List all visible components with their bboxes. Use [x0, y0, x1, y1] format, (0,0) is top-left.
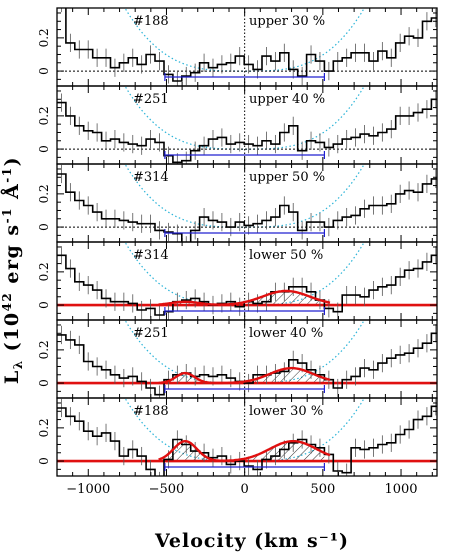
spectrum-histogram [57, 98, 437, 164]
panel-frame [56, 85, 438, 165]
spectrum-histogram [57, 332, 437, 396]
y-axis-symbol-sub: λ [11, 359, 25, 369]
y-tick-label: 0.2 [37, 340, 51, 359]
y-axis-unit-close: ) [1, 156, 23, 167]
y-tick-label: 0 [37, 379, 51, 387]
panel-label: lower 40 % [249, 326, 323, 341]
y-tick-label: 0 [37, 223, 51, 231]
panel-3: 0 0.2 #314 upper 50 % [37, 163, 438, 243]
y-tick-label: 0 [37, 301, 51, 309]
y-tick-label: 0 [37, 67, 51, 75]
panel-6: 0 0.2 #188 lower 30 % [37, 397, 438, 477]
x-axis-label: Velocity (km s⁻¹) [154, 530, 349, 552]
fit-curve [158, 289, 331, 306]
panel-label: lower 50 % [249, 248, 323, 263]
panel-4: 0 0.2 #314 lower 50 % [37, 241, 438, 321]
panel-label: upper 30 % [249, 14, 325, 29]
panel-id: #251 [133, 92, 169, 107]
panel-label: upper 50 % [249, 170, 325, 185]
y-tick-label: 0.2 [37, 418, 51, 437]
x-tick-label: −1000 [66, 482, 110, 497]
envelope-curve [124, 398, 366, 462]
x-tick-label: 0 [241, 482, 249, 497]
panel-label: lower 30 % [249, 404, 323, 419]
panel-id: #314 [133, 170, 169, 185]
y-tick-label: 0 [37, 457, 51, 465]
y-axis-unit-end: Å [0, 183, 23, 207]
y-axis-unit-open: (10 [1, 311, 23, 351]
x-tick-label: −500 [149, 482, 185, 497]
x-tick-labels: −1000 −500 0 500 1000 [66, 482, 417, 497]
x-tick-label: 1000 [384, 482, 417, 497]
y-tick-label: 0.2 [37, 262, 51, 281]
svg-text:Lλ(1042 erg s-1 Å-1): Lλ(1042 erg s-1 Å-1) [0, 156, 25, 384]
y-tick-label: 0 [37, 145, 51, 153]
envelope-curve [124, 86, 366, 150]
panel-id: #251 [133, 326, 169, 341]
y-axis-label: Lλ(1042 erg s-1 Å-1) [0, 156, 25, 384]
envelope-curve [124, 242, 366, 306]
y-axis-symbol: L [1, 369, 23, 384]
y-axis-unit-mid: erg s [1, 223, 23, 291]
panel-id: #314 [133, 248, 169, 263]
panel-id: #188 [133, 14, 169, 29]
envelope-curve [124, 164, 366, 228]
panel-2: 0 0.2 #251 upper 40 % [37, 85, 438, 165]
panel-frame [56, 319, 438, 399]
y-tick-label: 0.2 [37, 28, 51, 47]
envelope-curve [124, 8, 366, 72]
spectrum-histogram [57, 405, 437, 476]
fit-curve [158, 440, 331, 462]
y-axis-unit-exp2: -1 [0, 207, 14, 223]
x-tick-label: 500 [310, 482, 335, 497]
y-axis-unit-exp3: -1 [0, 166, 14, 182]
panel-5: 0 0.2 #251 lower 40 % [37, 319, 438, 399]
panel-label: upper 40 % [249, 92, 325, 107]
spectrum-histogram [57, 173, 437, 242]
panel-id: #188 [133, 404, 169, 419]
panel-frame [56, 163, 438, 243]
panels-group: 0 0.2 #188 upper 30 % 0 0.2 #251 upper 40 % 0 0.2… [37, 7, 438, 477]
panel-frame [56, 397, 438, 477]
spectrum-histogram [57, 254, 437, 316]
panel-frame [56, 241, 438, 321]
panel-frame [56, 7, 438, 87]
panel-1: 0 0.2 #188 upper 30 % [37, 7, 438, 87]
y-axis-unit-exp: 42 [0, 292, 14, 312]
spectrum-histogram [65, 8, 437, 82]
fit-curve [158, 366, 331, 385]
y-tick-label: 0.2 [37, 106, 51, 125]
y-tick-label: 0.2 [37, 184, 51, 203]
